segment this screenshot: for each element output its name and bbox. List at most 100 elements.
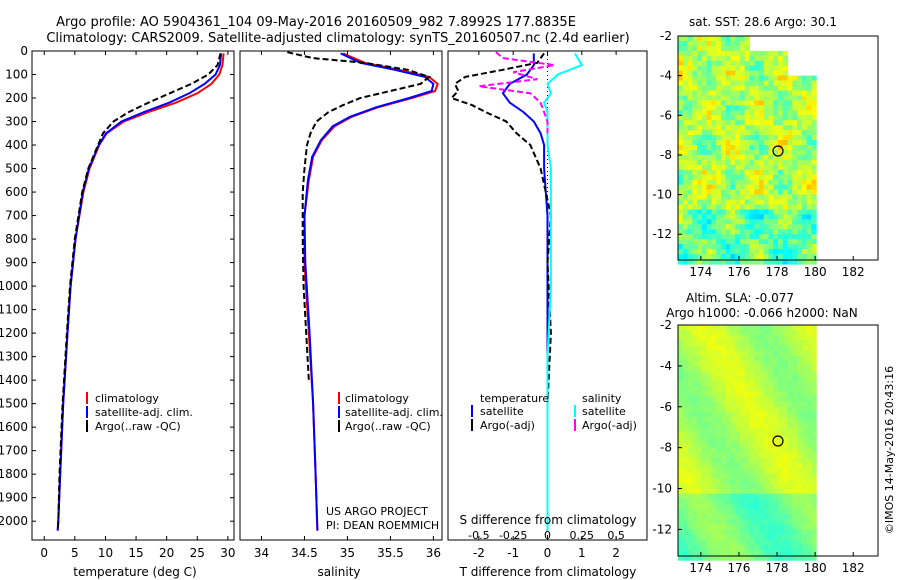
- heatmap-cell: [682, 154, 689, 161]
- x-tick-label: 30: [220, 546, 235, 560]
- heatmap-cell: [697, 330, 703, 336]
- heatmap-cell: [697, 335, 703, 341]
- heatmap-cell: [735, 189, 741, 196]
- heatmap-cell: [725, 154, 731, 161]
- heatmap-cell: [735, 174, 741, 181]
- heatmap-cell: [720, 549, 727, 556]
- heatmap-cell: [706, 154, 712, 161]
- heatmap-cell: [768, 437, 774, 444]
- heatmap-cell: [754, 371, 760, 377]
- heatmap-cell: [678, 194, 684, 201]
- heatmap-cell: [768, 194, 774, 201]
- heatmap-cell: [744, 164, 751, 171]
- heatmap-cell: [782, 503, 789, 510]
- heatmap-cell: [730, 115, 736, 121]
- heatmap-cell: [697, 478, 703, 484]
- heatmap-cell: [701, 125, 708, 131]
- heatmap-cell: [730, 498, 736, 505]
- heatmap-cell: [744, 194, 751, 201]
- heatmap-cell: [749, 50, 755, 57]
- heatmap-cell: [797, 145, 803, 151]
- heatmap-cell: [792, 473, 798, 479]
- heatmap-cell: [725, 145, 731, 151]
- heatmap-cell: [682, 503, 689, 510]
- heatmap-cell: [739, 478, 746, 484]
- heatmap-cell: [806, 457, 812, 464]
- heatmap-cell: [806, 514, 812, 520]
- heatmap-cell: [716, 437, 722, 444]
- heatmap-cell: [739, 209, 746, 216]
- heatmap-cell: [797, 100, 803, 106]
- heatmap-cell: [744, 224, 751, 230]
- heatmap-cell: [697, 224, 703, 230]
- heatmap-cell: [739, 350, 746, 357]
- heatmap-cell: [782, 350, 789, 357]
- heatmap-cell: [716, 169, 722, 176]
- heatmap-cell: [720, 105, 727, 111]
- x-tick-label: 25: [190, 546, 205, 560]
- heatmap-cell: [692, 50, 698, 57]
- heatmap-cell: [782, 199, 789, 206]
- heatmap-cell: [735, 140, 741, 146]
- heatmap-cell: [720, 437, 727, 444]
- salinity-difference-tick-labels: -0.5 -0.25 0 0.25 0.5: [468, 529, 625, 542]
- heatmap-cell: [763, 386, 770, 392]
- heatmap-cell: [682, 509, 689, 515]
- heatmap-cell: [701, 145, 708, 151]
- heatmap-cell: [720, 150, 727, 156]
- heatmap-cell: [778, 411, 784, 418]
- heatmap-cell: [811, 145, 817, 151]
- heatmap-cell: [754, 325, 760, 331]
- heatmap-cell: [678, 229, 684, 235]
- heatmap-cell: [806, 169, 812, 176]
- heatmap-cell: [759, 254, 765, 260]
- heatmap-cell: [773, 164, 779, 171]
- heatmap-cell: [792, 234, 798, 240]
- heatmap-cell: [706, 509, 712, 515]
- heatmap-cell: [768, 544, 774, 551]
- heatmap-cell: [801, 199, 808, 206]
- heatmap-cell: [697, 468, 703, 474]
- heatmap-cell: [720, 214, 727, 220]
- heatmap-cell: [682, 514, 689, 520]
- heatmap-cell: [720, 70, 727, 77]
- heatmap-cell: [797, 457, 803, 464]
- heatmap-cell: [682, 376, 689, 382]
- heatmap-cell: [792, 209, 798, 216]
- heatmap-cell: [754, 145, 760, 151]
- heatmap-cell: [806, 478, 812, 484]
- heatmap-cell: [768, 406, 774, 413]
- heatmap-cell: [754, 234, 760, 240]
- heatmap-cell: [739, 325, 746, 331]
- heatmap-cell: [792, 427, 798, 433]
- heatmap-cell: [687, 478, 693, 484]
- heatmap-cell: [773, 140, 779, 146]
- heatmap-cell: [806, 534, 812, 541]
- heatmap-cell: [716, 498, 722, 505]
- heatmap-cell: [744, 345, 751, 352]
- heatmap-cell: [754, 174, 760, 181]
- heatmap-cell: [806, 145, 812, 151]
- heatmap-cell: [744, 360, 751, 367]
- heatmap-cell: [759, 345, 765, 352]
- heatmap-cell: [716, 80, 722, 87]
- heatmap-cell: [730, 135, 736, 141]
- heatmap-cell: [716, 391, 722, 398]
- heatmap-cell: [711, 199, 717, 206]
- heatmap-cell: [720, 120, 727, 126]
- heatmap-cell: [720, 406, 727, 413]
- map-x-tick-label: 180: [804, 265, 827, 279]
- temperature-x-axis-label: temperature (deg C): [73, 565, 196, 579]
- heatmap-cell: [682, 473, 689, 479]
- heatmap-cell: [759, 209, 765, 216]
- heatmap-cell: [739, 442, 746, 449]
- heatmap-cell: [749, 493, 755, 500]
- heatmap-cell: [739, 169, 746, 176]
- heatmap-cell: [754, 549, 760, 556]
- heatmap-cell: [792, 468, 798, 474]
- heatmap-cell: [811, 381, 817, 387]
- heatmap-cell: [792, 483, 798, 490]
- heatmap-cell: [678, 549, 684, 556]
- heatmap-cell: [706, 503, 712, 510]
- heatmap-cell: [744, 174, 751, 181]
